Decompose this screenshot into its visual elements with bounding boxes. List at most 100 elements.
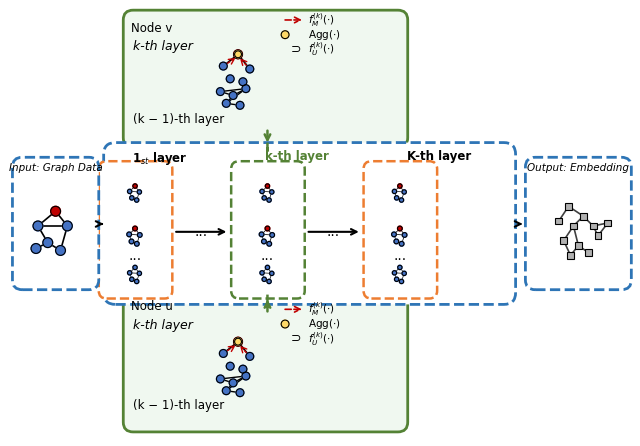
Circle shape [127, 232, 131, 237]
FancyBboxPatch shape [595, 232, 602, 239]
Circle shape [227, 362, 234, 370]
Circle shape [222, 99, 230, 107]
Circle shape [392, 189, 397, 194]
Circle shape [281, 31, 289, 39]
Circle shape [262, 277, 266, 281]
Circle shape [31, 244, 41, 253]
Text: $f_M^{(k)}(\cdot)$: $f_M^{(k)}(\cdot)$ [308, 300, 335, 318]
Circle shape [399, 241, 404, 246]
FancyBboxPatch shape [525, 157, 631, 290]
Circle shape [394, 277, 399, 281]
FancyBboxPatch shape [124, 10, 408, 148]
Circle shape [134, 279, 139, 284]
FancyBboxPatch shape [364, 161, 437, 298]
FancyBboxPatch shape [99, 161, 172, 298]
Circle shape [134, 241, 139, 246]
Circle shape [392, 232, 396, 237]
FancyBboxPatch shape [580, 213, 587, 219]
Circle shape [399, 279, 404, 284]
Circle shape [266, 265, 269, 269]
Circle shape [402, 233, 407, 237]
Circle shape [234, 50, 243, 59]
Circle shape [402, 190, 406, 194]
Circle shape [137, 190, 141, 194]
Circle shape [222, 387, 230, 395]
FancyBboxPatch shape [104, 143, 516, 305]
Circle shape [267, 198, 271, 202]
Circle shape [262, 239, 266, 244]
FancyBboxPatch shape [556, 218, 562, 224]
Circle shape [220, 350, 227, 357]
FancyBboxPatch shape [231, 161, 305, 298]
Circle shape [216, 88, 224, 95]
Circle shape [267, 241, 271, 246]
Text: $\mathrm{Agg}(\cdot)$: $\mathrm{Agg}(\cdot)$ [308, 317, 340, 331]
Circle shape [229, 379, 237, 387]
Circle shape [132, 226, 138, 231]
Circle shape [134, 198, 139, 202]
Text: K-th layer: K-th layer [407, 150, 471, 163]
Circle shape [260, 271, 264, 275]
Circle shape [266, 184, 269, 188]
FancyBboxPatch shape [567, 252, 574, 259]
Circle shape [239, 365, 247, 373]
Circle shape [33, 221, 43, 231]
Circle shape [229, 91, 237, 99]
Text: Node u: Node u [131, 301, 173, 314]
Circle shape [242, 372, 250, 380]
Circle shape [138, 233, 142, 237]
Circle shape [234, 337, 243, 346]
Circle shape [246, 65, 253, 73]
Circle shape [397, 226, 402, 231]
Text: $f_U^{(k)}(\cdot)$: $f_U^{(k)}(\cdot)$ [308, 41, 335, 58]
Circle shape [260, 189, 264, 194]
Circle shape [227, 75, 234, 83]
Circle shape [394, 239, 399, 244]
Circle shape [270, 233, 275, 237]
FancyBboxPatch shape [604, 219, 611, 227]
Circle shape [127, 271, 132, 275]
Text: ...: ... [326, 225, 340, 239]
Circle shape [129, 239, 134, 244]
FancyBboxPatch shape [12, 157, 99, 290]
Circle shape [397, 184, 402, 188]
Circle shape [259, 232, 264, 237]
Circle shape [235, 51, 241, 58]
Text: (k − 1)-th layer: (k − 1)-th layer [133, 113, 225, 126]
Circle shape [51, 206, 61, 216]
Circle shape [220, 62, 227, 70]
Circle shape [236, 101, 244, 109]
Circle shape [236, 389, 244, 396]
Circle shape [239, 78, 247, 86]
FancyBboxPatch shape [570, 223, 577, 229]
Circle shape [133, 184, 137, 188]
Circle shape [269, 271, 274, 276]
Circle shape [392, 271, 397, 275]
Text: $\supset$: $\supset$ [288, 42, 301, 55]
Circle shape [394, 196, 399, 200]
Text: $\mathrm{Agg}(\cdot)$: $\mathrm{Agg}(\cdot)$ [308, 28, 340, 41]
Circle shape [56, 246, 65, 256]
FancyBboxPatch shape [565, 203, 572, 210]
Text: ...: ... [394, 249, 406, 263]
FancyBboxPatch shape [575, 242, 582, 249]
Circle shape [137, 271, 141, 276]
Circle shape [130, 277, 134, 281]
Text: ...: ... [261, 249, 274, 263]
Circle shape [235, 338, 241, 345]
Circle shape [127, 189, 132, 194]
Text: $f_U^{(k)}(\cdot)$: $f_U^{(k)}(\cdot)$ [308, 330, 335, 348]
FancyBboxPatch shape [585, 249, 591, 256]
Text: $f_M^{(k)}(\cdot)$: $f_M^{(k)}(\cdot)$ [308, 11, 335, 29]
Text: k-th layer: k-th layer [265, 150, 329, 163]
Circle shape [63, 221, 72, 231]
Circle shape [269, 190, 274, 194]
Text: Output: Embedding: Output: Embedding [527, 163, 629, 173]
Circle shape [281, 320, 289, 328]
Circle shape [262, 196, 266, 200]
FancyBboxPatch shape [560, 237, 567, 244]
Circle shape [267, 279, 271, 284]
Text: $\supset$: $\supset$ [288, 331, 301, 344]
Text: $\mathbf{1}_{st}$ layer: $\mathbf{1}_{st}$ layer [132, 150, 188, 167]
Circle shape [397, 265, 402, 269]
